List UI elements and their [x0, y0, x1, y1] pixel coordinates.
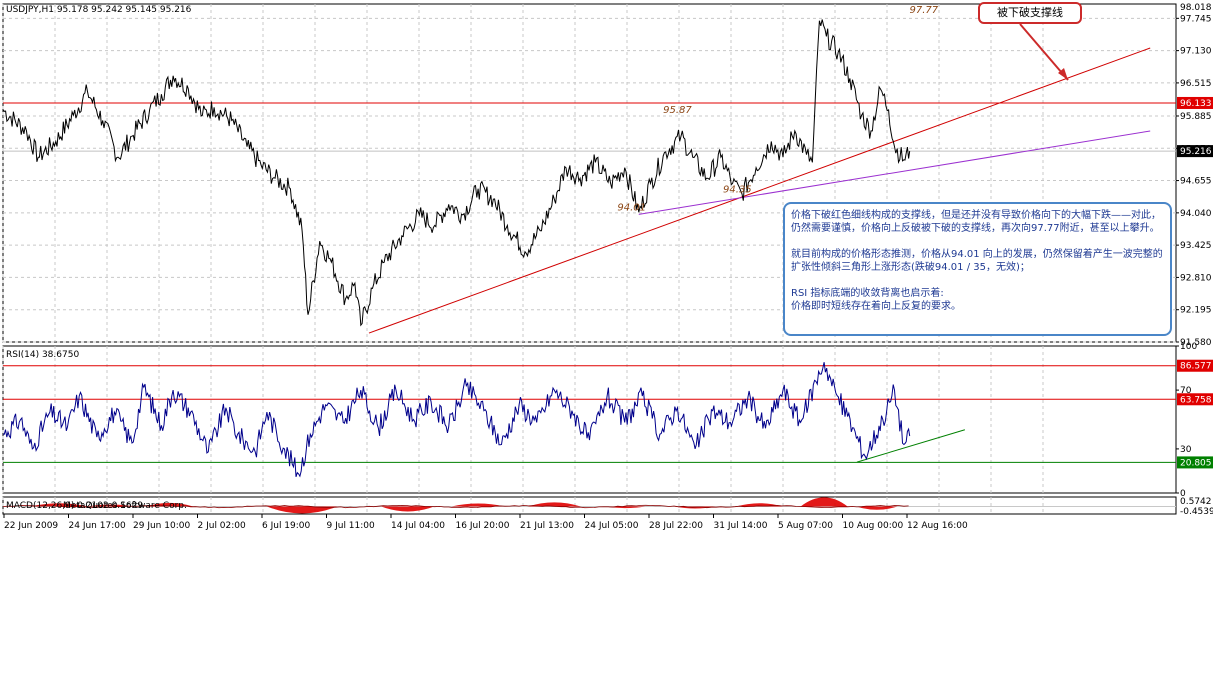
- x-tick-label: 2 Jul 02:00: [198, 521, 247, 531]
- x-tick-label: 6 Jul 19:00: [262, 521, 311, 531]
- price-y-tick-label: 94.655: [1180, 177, 1212, 187]
- rsi-level-tag: [1177, 359, 1213, 372]
- macd-histogram-pulse: [87, 504, 135, 507]
- x-tick-label: 28 Jul 22:00: [649, 521, 703, 531]
- price-trendline: [638, 130, 1151, 215]
- rsi-y-tick-label: 30: [1180, 445, 1192, 455]
- callout-arrow-head: [1058, 68, 1068, 80]
- pane-frame-1: [2, 345, 1177, 494]
- price-y-tick-label: 96.515: [1180, 79, 1212, 89]
- rsi-y-tick-label: 70: [1180, 386, 1192, 396]
- macd-histogram-pulse: [381, 506, 435, 512]
- price-y-tick-label: 97.745: [1180, 14, 1212, 24]
- rsi-level-tag-label: 86.577: [1180, 362, 1212, 372]
- rsi-series-line: [3, 362, 911, 478]
- macd-y-tick-label: 0.5742: [1180, 497, 1212, 507]
- price-top-label: 98.018: [1180, 3, 1212, 13]
- rsi-y-tick-label: 0: [1180, 489, 1186, 499]
- rsi-y-tick-label: 100: [1180, 342, 1197, 352]
- macd-histogram-pulse: [266, 506, 338, 514]
- analysis-callout: 价格下破红色细线构成的支撑线，但是还并没有导致价格向下的大幅下跌——对此，仍然需…: [783, 202, 1172, 336]
- price-annotation-label: 97.77: [909, 5, 938, 16]
- rsi-level-tag: [1177, 393, 1213, 406]
- macd-histogram-pulse: [146, 502, 194, 507]
- price-y-tick-label: 93.425: [1180, 241, 1212, 251]
- price-annotation-label: 94.35: [723, 185, 752, 196]
- callout-title-text: 被下破支撑线: [997, 6, 1063, 19]
- price-annotation-label: 94.01: [617, 202, 646, 213]
- rsi-pane-header: RSI(14) 38.6750: [6, 350, 79, 360]
- x-tick-label: 21 Jul 13:00: [520, 521, 574, 531]
- x-tick-label: 5 Aug 07:00: [778, 521, 833, 531]
- macd-histogram-pulse: [856, 506, 898, 510]
- price-pane-header: USDJPY,H1 95.178 95.242 95.145 95.216: [6, 5, 192, 15]
- x-tick-label: 24 Jun 17:00: [69, 521, 126, 531]
- x-tick-label: 24 Jul 05:00: [585, 521, 639, 531]
- price-y-tick-label: 97.130: [1180, 47, 1212, 57]
- callout-arrow-line: [1019, 23, 1069, 81]
- macd-y-tick-label: -0.4539: [1180, 507, 1213, 517]
- rsi-trendline: [856, 429, 966, 463]
- macd-pane-header: MACD(12,26,9) 0.2102 0.1629: [6, 501, 143, 511]
- macd-watermark: MetaQuotes Software Corp.: [63, 501, 187, 511]
- x-tick-label: 10 Aug 00:00: [843, 521, 904, 531]
- rsi-level-tag: [1177, 456, 1213, 469]
- price-level-tag-label: 95.216: [1180, 147, 1212, 157]
- price-y-tick-label: 94.040: [1180, 209, 1212, 219]
- macd-histogram-pulse: [800, 497, 848, 507]
- analysis-paragraph-1: 价格下破红色细线构成的支撑线，但是还并没有导致价格向下的大幅下跌——对此，仍然需…: [791, 210, 1161, 234]
- macd-histogram-pulse: [451, 503, 505, 507]
- rsi-level-tag-label: 63.758: [1180, 395, 1212, 405]
- price-level-tag: [1177, 96, 1213, 109]
- analysis-paragraph-3: RSI 指标底端的收敛背离也启示着: 价格即时短线存在着向上反复的要求。: [791, 288, 961, 312]
- x-tick-label: 31 Jul 14:00: [714, 521, 768, 531]
- price-trendline: [368, 47, 1151, 334]
- price-level-tag: [1177, 145, 1213, 158]
- macd-histogram-pulse: [527, 502, 581, 507]
- price-y-tick-label: 92.810: [1180, 273, 1212, 283]
- price-series-line: [2, 19, 911, 327]
- rsi-level-tag-label: 20.805: [1180, 458, 1212, 468]
- analysis-paragraph-2: 就目前构成的价格形态推测，价格从94.01 向上的发展，仍然保留着产生一波完整的…: [791, 249, 1163, 273]
- x-tick-label: 29 Jun 10:00: [133, 521, 190, 531]
- price-annotation-label: 95.87: [663, 105, 692, 116]
- price-y-tick-label: 95.885: [1180, 112, 1212, 122]
- callout-title: 被下破支撑线: [978, 2, 1082, 24]
- price-y-tick-label: 91.580: [1180, 338, 1212, 348]
- x-tick-label: 16 Jul 20:00: [456, 521, 510, 531]
- x-tick-label: 9 Jul 11:00: [327, 521, 376, 531]
- x-tick-label: 22 Jun 2009: [4, 521, 58, 531]
- price-level-tag-label: 96.133: [1180, 99, 1212, 109]
- macd-signal-line: [2, 504, 909, 509]
- price-y-tick-label: 92.195: [1180, 306, 1212, 316]
- x-tick-label: 14 Jul 04:00: [391, 521, 445, 531]
- x-tick-label: 12 Aug 16:00: [907, 521, 968, 531]
